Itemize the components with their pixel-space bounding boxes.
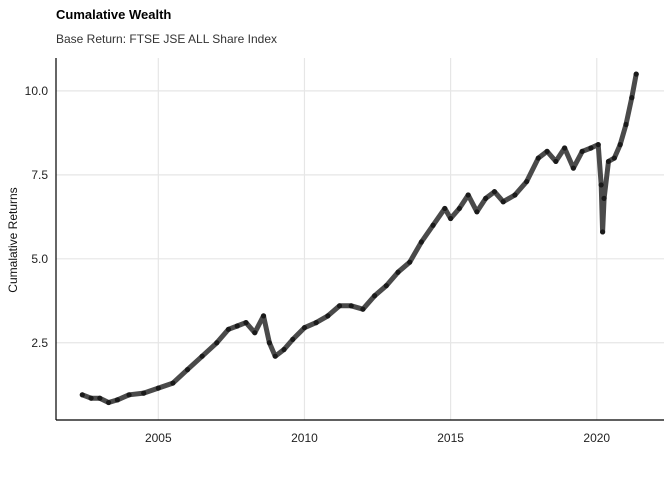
data-point <box>214 340 220 346</box>
data-point <box>442 205 448 212</box>
data-point <box>600 229 606 235</box>
data-point <box>598 182 604 188</box>
x-tick-label: 2020 <box>583 431 610 445</box>
data-point <box>456 205 462 212</box>
data-point <box>448 215 454 222</box>
data-point <box>595 142 601 148</box>
data-point <box>407 259 413 265</box>
axes <box>55 58 664 421</box>
data-point <box>570 165 576 171</box>
data-point <box>234 323 240 329</box>
data-point <box>141 390 147 396</box>
x-tick-label: 2015 <box>437 431 464 445</box>
data-point <box>605 158 612 165</box>
data-point <box>260 313 267 319</box>
data-point <box>372 293 378 299</box>
data-point <box>184 367 191 373</box>
data-point <box>579 148 585 154</box>
data-point <box>623 121 629 128</box>
series-line <box>79 71 639 405</box>
data-point <box>348 303 354 309</box>
data-point <box>617 142 623 148</box>
data-point <box>106 399 112 406</box>
data-point <box>225 326 232 332</box>
y-tick-label: 2.5 <box>31 336 48 350</box>
y-tick-label: 5.0 <box>31 252 48 266</box>
x-tick-label: 2005 <box>145 431 172 445</box>
data-point <box>360 306 366 312</box>
data-point <box>266 340 272 346</box>
data-point <box>553 158 559 165</box>
y-tick-label: 10.0 <box>25 84 49 98</box>
data-point <box>281 346 287 353</box>
data-point <box>114 397 120 403</box>
data-point <box>500 199 506 205</box>
data-point <box>88 395 94 401</box>
data-point <box>562 145 568 151</box>
data-point <box>395 269 401 275</box>
data-point <box>272 353 278 359</box>
x-tick-label: 2010 <box>291 431 318 445</box>
data-point <box>418 239 424 245</box>
chart-title: Cumalative Wealth <box>56 7 172 22</box>
data-point <box>243 320 249 326</box>
data-point <box>301 325 308 331</box>
data-point <box>170 380 176 386</box>
series-group <box>79 71 639 406</box>
data-point <box>535 155 541 161</box>
data-point <box>629 95 635 101</box>
y-tick-label: 7.5 <box>31 168 48 182</box>
data-point <box>491 189 498 195</box>
tick-labels: 2005 2010 2015 2020 2.5 5.0 7.5 10.0 <box>25 84 611 445</box>
data-point <box>383 283 389 289</box>
data-point <box>544 148 550 154</box>
data-point <box>633 71 639 77</box>
data-point <box>325 313 331 319</box>
data-point <box>199 353 205 359</box>
data-point <box>601 195 607 201</box>
data-point <box>79 392 85 398</box>
y-axis-title: Cumalative Returns <box>6 187 20 292</box>
data-point <box>465 192 471 198</box>
data-point <box>483 195 489 201</box>
data-point <box>524 178 530 185</box>
data-point <box>155 385 161 391</box>
data-point <box>97 395 103 401</box>
chart-subtitle: Base Return: FTSE JSE ALL Share Index <box>56 32 278 46</box>
data-point <box>336 303 343 309</box>
data-point <box>126 392 132 398</box>
data-point <box>313 320 319 326</box>
data-point <box>290 336 296 343</box>
data-point <box>430 222 436 228</box>
data-point <box>252 330 258 336</box>
data-point <box>611 155 617 161</box>
data-point <box>474 209 480 215</box>
data-point <box>512 192 518 198</box>
data-point <box>588 145 594 151</box>
grid-lines <box>56 58 664 420</box>
